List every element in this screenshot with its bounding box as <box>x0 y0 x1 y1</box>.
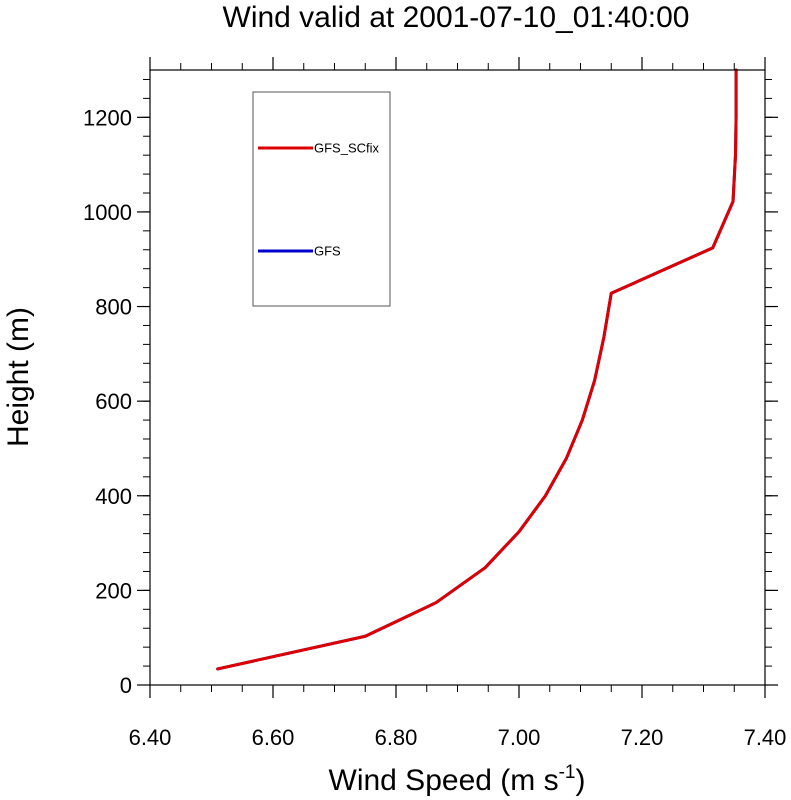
y-tick-label: 600 <box>95 389 132 414</box>
chart-title: Wind valid at 2001-07-10_01:40:00 <box>223 1 690 34</box>
x-axis-label-base: Wind Speed (m s <box>329 764 559 797</box>
series-line-1 <box>216 68 738 671</box>
x-tick-label: 6.60 <box>252 725 295 750</box>
y-tick-label: 1000 <box>83 200 132 225</box>
y-tick-label: 400 <box>95 484 132 509</box>
y-axis-label: Height (m) <box>2 307 35 447</box>
x-axis-label-end: ) <box>576 764 586 797</box>
x-tick-label: 7.20 <box>621 725 664 750</box>
legend: GFS_SCfix GFS <box>252 91 391 307</box>
y-axis: 0 200 400 600 800 1000 1200 <box>83 78 778 698</box>
x-axis: 6.40 6.60 6.80 7.00 7.20 7.40 <box>129 57 787 750</box>
y-tick-label: 200 <box>95 578 132 603</box>
x-tick-label: 7.00 <box>498 725 541 750</box>
x-axis-label-superscript: -1 <box>559 762 576 783</box>
plot-area <box>149 68 766 686</box>
y-tick-label: 0 <box>120 673 132 698</box>
legend-box <box>252 91 391 307</box>
x-tick-label: 6.40 <box>129 725 172 750</box>
plot-frame <box>149 69 766 686</box>
x-tick-label: 6.80 <box>375 725 418 750</box>
x-tick-label: 7.40 <box>744 725 787 750</box>
y-tick-label: 800 <box>95 295 132 320</box>
y-tick-label: 1200 <box>83 105 132 130</box>
legend-label: GFS <box>314 244 341 259</box>
legend-label: GFS_SCfix <box>314 141 380 156</box>
x-axis-label: Wind Speed (m s-1) <box>329 762 586 797</box>
